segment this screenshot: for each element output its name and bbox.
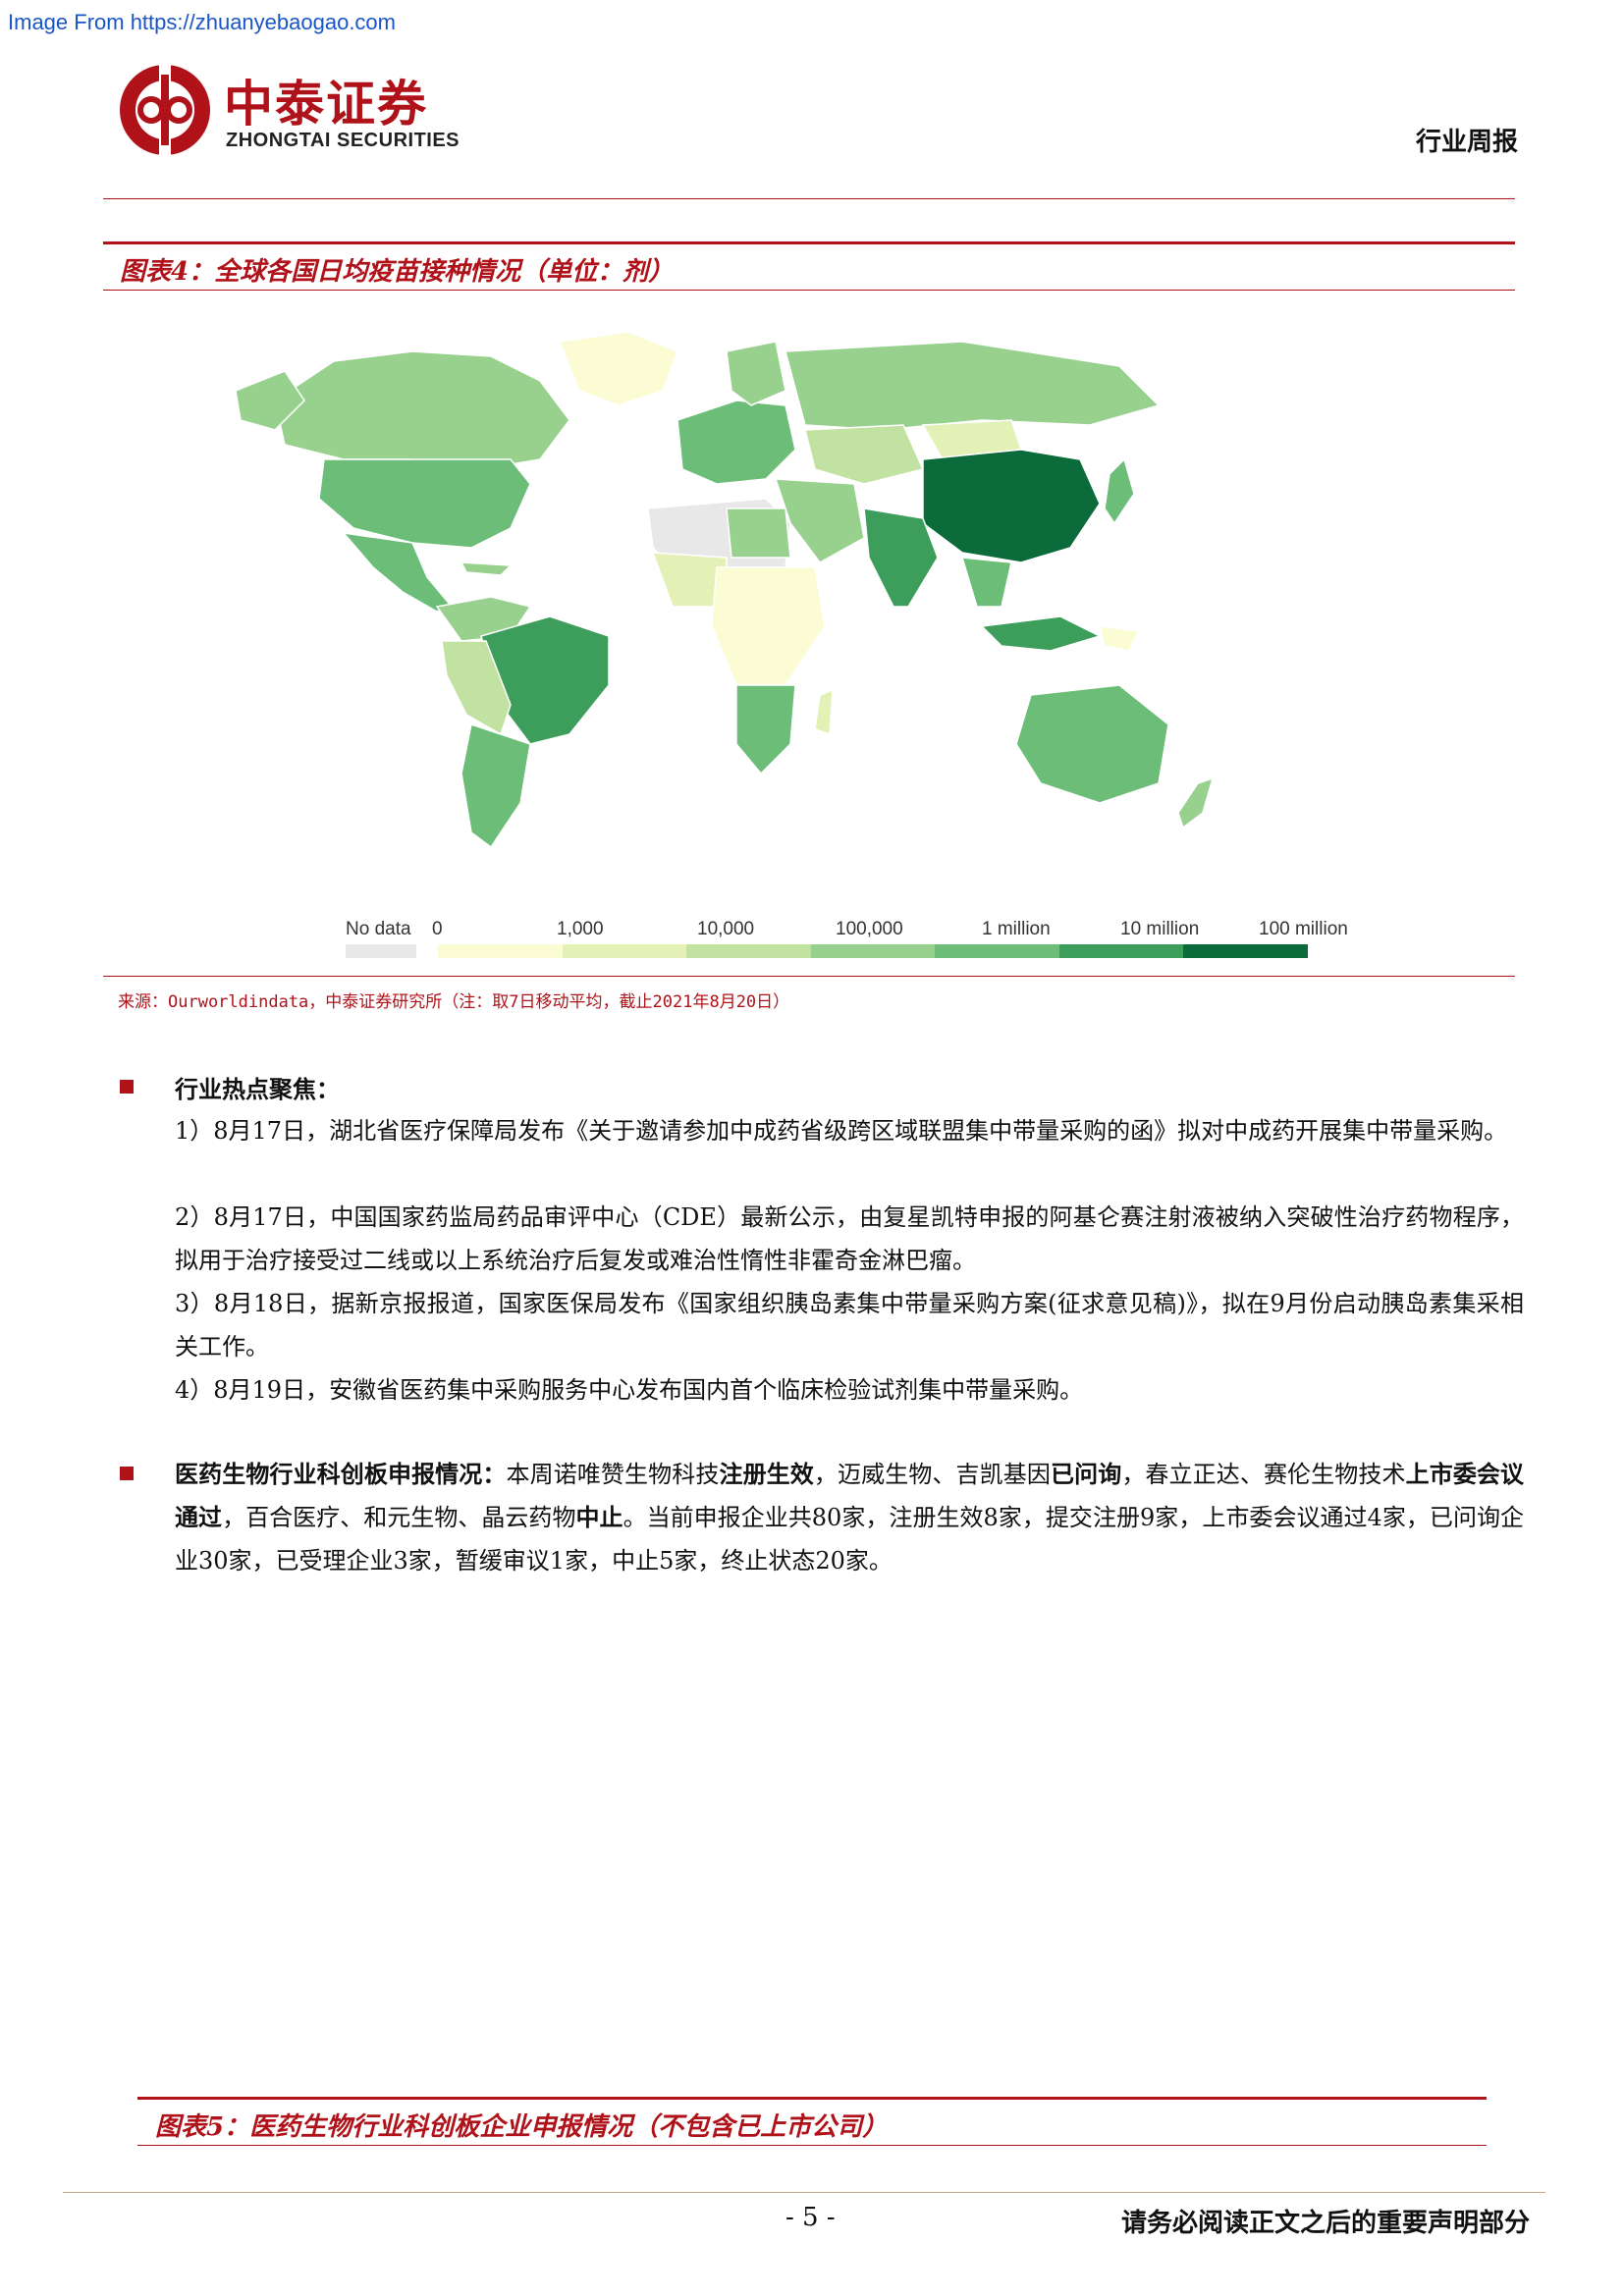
page-number: - 5 - [785, 2203, 836, 2232]
section-bullet-icon [120, 1467, 134, 1480]
map-region-caribbean [460, 561, 513, 576]
map-region-scandinavia [726, 341, 786, 406]
section2-text: ，迈威生物、吉凯基因 [813, 1461, 1051, 1488]
legend-color-5 [1058, 944, 1184, 958]
map-region-russia [785, 341, 1161, 431]
section2-text: ，百合医疗、和元生物、晶云药物 [222, 1504, 576, 1531]
figure5-title-rule [137, 2145, 1487, 2146]
figure4-bottom-rule [103, 976, 1515, 977]
report-type-label: 行业周报 [1415, 128, 1518, 157]
section1-item: 2）8月17日，中国国家药监局药品审评中心（CDE）最新公示，由复星凯特申报的阿… [175, 1203, 1524, 1274]
legend-tick-label: 100,000 [836, 919, 903, 939]
section2-heading: 医药生物行业科创板申报情况： [175, 1460, 507, 1488]
world-vaccination-map [216, 312, 1355, 862]
map-region-middle-east [774, 478, 865, 563]
legend-no-data-swatch [346, 944, 416, 958]
legend-color-6 [1183, 944, 1309, 958]
legend-tick-label: 1,000 [557, 919, 604, 939]
figure4-source: 来源：Ourworldindata，中泰证券研究所（注：取7日移动平均，截止20… [118, 992, 790, 1012]
logo-chinese-name: 中泰证券 [224, 76, 428, 133]
legend-scale-bar [438, 944, 1309, 958]
legend-tick-label: 0 [432, 919, 443, 939]
map-region-egypt [726, 507, 791, 559]
map-region-greenland [558, 331, 678, 406]
map-region-china [922, 449, 1101, 563]
map-region-europe [677, 400, 796, 485]
section2-bold-status: 中止 [575, 1503, 623, 1531]
map-region-papua [1099, 625, 1141, 652]
map-region-indonesia [980, 615, 1103, 652]
section-bullet-icon [120, 1080, 134, 1094]
section2-paragraph: 医药生物行业科创板申报情况：本周诺唯赞生物科技注册生效，迈威生物、吉凯基因已问询… [175, 1453, 1524, 1582]
section2-bold-status: 已问询 [1050, 1460, 1122, 1488]
section1-item: 4）8月19日，安徽省医药集中采购服务中心发布国内首个临床检验试剂集中带量采购。 [175, 1376, 1084, 1404]
map-region-southern-africa [735, 684, 796, 775]
figure5-top-rule [137, 2097, 1487, 2100]
map-region-alaska [235, 370, 305, 431]
legend-tick-label: 10,000 [697, 919, 755, 939]
legend-color-3 [810, 944, 936, 958]
map-region-southeast-asia [960, 557, 1012, 608]
map-region-central-asia [804, 424, 925, 485]
map-region-new-zealand [1177, 776, 1215, 829]
map-legend: No data 0 1,000 10,000 100,000 1 million… [334, 913, 1355, 972]
section2-text: ，春立正达、赛伦生物技术 [1121, 1461, 1406, 1488]
section1-item: 3）8月18日，据新京报报道，国家医保局发布《国家组织胰岛素集中带量采购方案(征… [175, 1290, 1524, 1361]
section2-bold-status: 上市委会议通过 [175, 1460, 1525, 1531]
figure4-top-rule [103, 241, 1515, 244]
zhongtai-logo-icon [120, 65, 210, 155]
map-region-canada [274, 350, 570, 470]
legend-color-1 [562, 944, 687, 958]
legend-tick-label: 100 million [1259, 919, 1348, 939]
company-logo: 中泰证券 ZHONGTAI SECURITIES [116, 61, 489, 164]
legend-tick-label: 1 million [982, 919, 1051, 939]
legend-color-0 [438, 944, 563, 958]
logo-english-name: ZHONGTAI SECURITIES [226, 130, 460, 151]
figure4-title: 图表4：全球各国日均疫苗接种情况（单位：剂） [120, 257, 675, 287]
map-region-central-africa [711, 566, 826, 686]
header-divider [103, 198, 1515, 199]
map-region-india [863, 507, 939, 608]
section1-heading: 行业热点聚焦： [175, 1075, 340, 1103]
section2-text: 。当前申报企业共80家，注册生效8家，提交注册9家，上市委会议通过4家，已问询企… [175, 1504, 1525, 1575]
section2-bold-status: 注册生效 [719, 1460, 814, 1488]
map-region-usa [318, 458, 531, 549]
legend-color-2 [686, 944, 811, 958]
figure4-title-rule [103, 290, 1515, 291]
footer-disclaimer: 请务必阅读正文之后的重要声明部分 [1120, 2209, 1530, 2238]
map-region-argentina-chile [460, 723, 531, 849]
figure5-title: 图表5：医药生物行业科创板企业申报情况（不包含已上市公司） [155, 2112, 889, 2142]
section2-text: 本周诺唯赞生物科技 [506, 1461, 720, 1488]
watermark-text: Image From https://zhuanyebaogao.com [8, 10, 396, 34]
legend-no-data-label: No data [346, 919, 411, 939]
legend-tick-label: 10 million [1120, 919, 1200, 939]
footer-divider [63, 2192, 1545, 2193]
section1-item: 1）8月17日，湖北省医疗保障局发布《关于邀请参加中成药省级跨区域联盟集中带量采… [175, 1117, 1508, 1145]
map-region-japan [1104, 457, 1135, 525]
map-region-australia [1015, 684, 1169, 804]
map-region-madagascar [814, 688, 834, 736]
legend-color-4 [935, 944, 1059, 958]
